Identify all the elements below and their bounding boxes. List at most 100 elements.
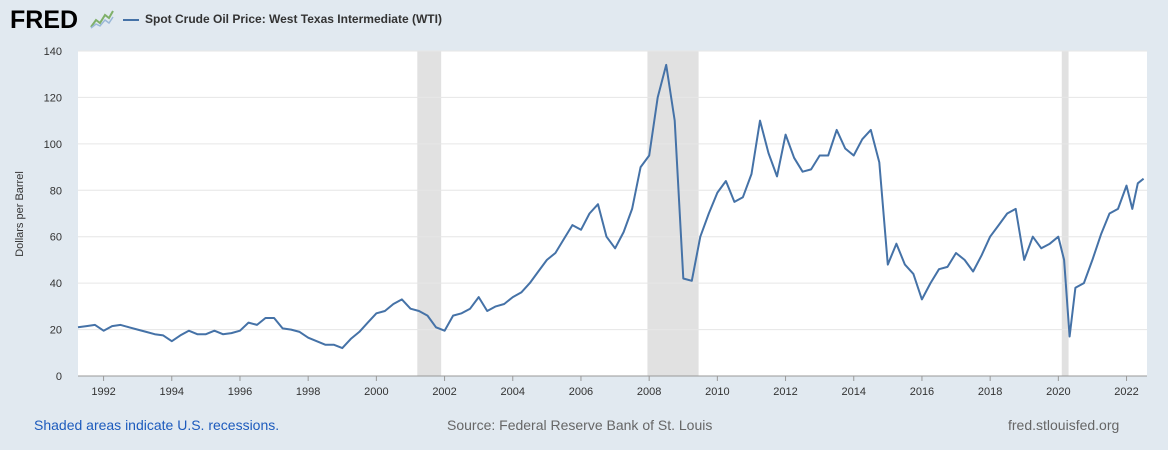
- data-point: [333, 344, 335, 346]
- y-gridlines: [78, 50, 1147, 377]
- data-point: [120, 324, 122, 326]
- data-point: [742, 196, 744, 198]
- data-point: [375, 312, 377, 314]
- data-point: [964, 259, 966, 261]
- data-point: [836, 129, 838, 131]
- chart-header: FRED Spot Crude Oil Price: West Texas In…: [0, 0, 1168, 40]
- data-point: [912, 273, 914, 275]
- data-point: [810, 168, 812, 170]
- data-point: [316, 340, 318, 342]
- data-point: [819, 155, 821, 157]
- source-note: Source: Federal Reserve Bank of St. Loui…: [447, 417, 713, 433]
- legend-series-label[interactable]: Spot Crude Oil Price: West Texas Interme…: [145, 12, 442, 26]
- data-point: [179, 334, 181, 336]
- data-point: [878, 161, 880, 163]
- data-point: [1100, 233, 1102, 235]
- x-tick-label: 2006: [569, 386, 593, 398]
- data-point: [989, 236, 991, 238]
- data-point: [367, 322, 369, 324]
- data-point: [427, 315, 429, 317]
- data-point: [580, 229, 582, 231]
- data-point: [1015, 208, 1017, 210]
- x-tick-label: 2010: [705, 386, 729, 398]
- data-point: [733, 201, 735, 203]
- data-point: [776, 175, 778, 177]
- data-point: [691, 280, 693, 282]
- y-tick-labels: 0 20 40 60 80 100 120 140: [44, 46, 62, 383]
- data-point: [785, 134, 787, 136]
- data-point: [1069, 336, 1071, 338]
- data-point: [972, 271, 974, 273]
- data-point: [1049, 243, 1051, 245]
- data-point: [930, 282, 932, 284]
- data-point: [401, 298, 403, 300]
- data-point: [895, 243, 897, 245]
- recession-band-0: [417, 51, 442, 376]
- data-point: [452, 315, 454, 317]
- data-point: [665, 64, 667, 66]
- line-chart: 0 20 40 60 80 100 120 140 1992 1994 1996 1998 2000 2…: [14, 46, 1147, 398]
- data-point: [86, 325, 88, 327]
- data-point: [640, 166, 642, 168]
- y-tick-label: 100: [44, 139, 62, 151]
- data-point: [1040, 247, 1042, 249]
- data-point: [213, 330, 215, 332]
- x-tick-label: 2014: [842, 386, 866, 398]
- x-tick-label: 2012: [773, 386, 797, 398]
- data-point: [444, 330, 446, 332]
- site-url[interactable]: fred.stlouisfed.org: [1008, 417, 1120, 433]
- data-point: [418, 310, 420, 312]
- data-point: [546, 259, 548, 261]
- data-point: [239, 330, 241, 332]
- data-point: [759, 120, 761, 122]
- x-tick-labels: 1992 1994 1996 1998 2000 2002 2004 2006 2008 2010…: [91, 376, 1139, 398]
- data-point: [802, 171, 804, 173]
- data-point: [1032, 236, 1034, 238]
- data-point: [299, 331, 301, 333]
- data-point: [674, 120, 676, 122]
- x-tick-label: 1996: [228, 386, 252, 398]
- data-point: [486, 310, 488, 312]
- data-point: [495, 305, 497, 307]
- data-point: [563, 238, 565, 240]
- data-point: [256, 324, 258, 326]
- data-point: [196, 333, 198, 335]
- series-line-wti[interactable]: [77, 63, 1145, 350]
- data-point: [631, 208, 633, 210]
- y-axis-title: Dollars per Barrel: [14, 171, 26, 257]
- data-point: [827, 155, 829, 157]
- data-point: [1126, 185, 1128, 187]
- data-point: [358, 331, 360, 333]
- data-point: [768, 152, 770, 154]
- data-point: [162, 334, 164, 336]
- data-point: [205, 333, 207, 335]
- y-tick-label: 80: [50, 185, 62, 197]
- data-point: [861, 138, 863, 140]
- data-point: [520, 291, 522, 293]
- recession-band-1: [647, 51, 699, 376]
- data-point: [1074, 287, 1076, 289]
- data-point: [606, 236, 608, 238]
- data-point: [708, 213, 710, 215]
- data-point: [648, 155, 650, 157]
- data-point: [1143, 178, 1145, 180]
- recession-band-2: [1061, 51, 1069, 376]
- data-point: [716, 192, 718, 194]
- data-point: [981, 254, 983, 256]
- data-point: [1006, 213, 1008, 215]
- data-point: [111, 325, 113, 327]
- data-point: [503, 303, 505, 305]
- fred-logo[interactable]: FRED: [10, 6, 79, 34]
- x-tick-label: 1992: [91, 386, 115, 398]
- data-point: [137, 329, 139, 331]
- x-tick-label: 2004: [501, 386, 525, 398]
- y-tick-label: 140: [44, 46, 62, 58]
- data-point: [222, 333, 224, 335]
- data-point: [154, 333, 156, 335]
- data-point: [1109, 213, 1111, 215]
- data-point: [955, 252, 957, 254]
- data-point: [998, 224, 1000, 226]
- data-point: [938, 268, 940, 270]
- recession-note-link[interactable]: Shaded areas indicate U.S. recessions.: [34, 417, 280, 433]
- data-point: [392, 303, 394, 305]
